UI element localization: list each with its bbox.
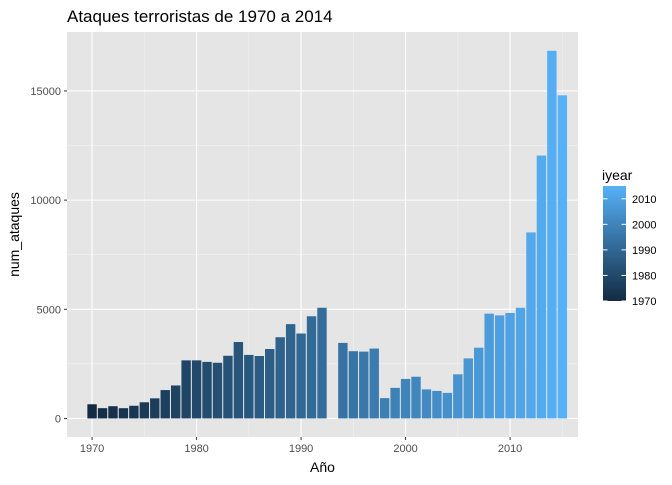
bar-1987 [265, 349, 275, 419]
bar-2012 [526, 232, 536, 419]
bar-1981 [202, 361, 212, 419]
legend-tick-label: 1980 [632, 270, 656, 282]
y-axis-label: num_ataques [6, 192, 22, 277]
legend-tick-label: 1990 [632, 245, 656, 257]
y-tick-label: 0 [55, 413, 61, 425]
y-axis: 0 5000 10000 15000 [30, 86, 67, 425]
y-tick-label: 5000 [37, 304, 61, 316]
bar-2005 [453, 374, 463, 419]
bar-1996 [359, 351, 369, 419]
bar-2008 [484, 313, 494, 419]
x-axis: 1970 1980 1990 2000 2010 [80, 437, 522, 455]
bar-1989 [285, 324, 296, 419]
bar-2014 [547, 50, 557, 419]
bar-2015 [557, 95, 568, 419]
bar-1977 [160, 390, 170, 419]
x-tick-label: 1980 [184, 443, 208, 455]
legend: iyear 1970 1980 1990 2000 2010 [602, 167, 656, 308]
bar-1971 [97, 408, 108, 419]
x-tick-label: 2010 [498, 443, 522, 455]
bar-1970 [87, 404, 97, 419]
bar-1995 [348, 351, 359, 419]
bar-1980 [191, 360, 202, 419]
bar-1979 [181, 360, 191, 419]
bar-1974 [129, 405, 139, 419]
x-axis-label: Año [310, 459, 335, 475]
y-tick-label: 15000 [30, 86, 61, 98]
legend-colorbar [603, 186, 626, 301]
bar-2001 [411, 376, 421, 419]
bar-2009 [494, 315, 505, 419]
bar-1994 [338, 342, 348, 419]
legend-tick-label: 1970 [632, 296, 656, 308]
legend-ticks: 1970 1980 1990 2000 2010 [603, 194, 656, 308]
bar-1990 [296, 333, 306, 419]
bar-2007 [474, 347, 484, 419]
bar-2013 [536, 155, 547, 419]
bar-1997 [369, 348, 379, 419]
bar-1976 [150, 398, 160, 419]
bar-2006 [463, 358, 473, 419]
bar-1992 [317, 307, 327, 419]
x-tick-label: 1990 [289, 443, 313, 455]
bar-1983 [223, 355, 233, 419]
legend-tick-label: 2000 [632, 219, 656, 231]
bar-1972 [108, 406, 118, 419]
bar-2003 [432, 390, 442, 419]
bar-1985 [244, 354, 254, 419]
bar-1978 [170, 385, 181, 419]
bar-1988 [275, 337, 285, 419]
legend-tick-label: 2010 [632, 194, 656, 206]
bar-2004 [442, 392, 453, 419]
bar-2002 [421, 389, 432, 419]
bar-1999 [390, 387, 400, 419]
bar-1975 [139, 402, 150, 419]
chart-title: Ataques terroristas de 1970 a 2014 [67, 7, 333, 26]
bar-2010 [505, 312, 515, 419]
bar-1986 [254, 356, 264, 419]
y-tick-label: 10000 [30, 195, 61, 207]
legend-title: iyear [602, 167, 633, 183]
bars [87, 50, 568, 419]
bar-1998 [379, 398, 390, 419]
bar-1984 [233, 342, 244, 419]
x-tick-label: 2000 [393, 443, 417, 455]
x-tick-label: 1970 [80, 443, 104, 455]
bar-1982 [212, 362, 223, 419]
bar-2000 [400, 378, 411, 419]
bar-1973 [118, 408, 129, 419]
bar-1991 [306, 316, 317, 419]
bar-2011 [515, 307, 526, 419]
